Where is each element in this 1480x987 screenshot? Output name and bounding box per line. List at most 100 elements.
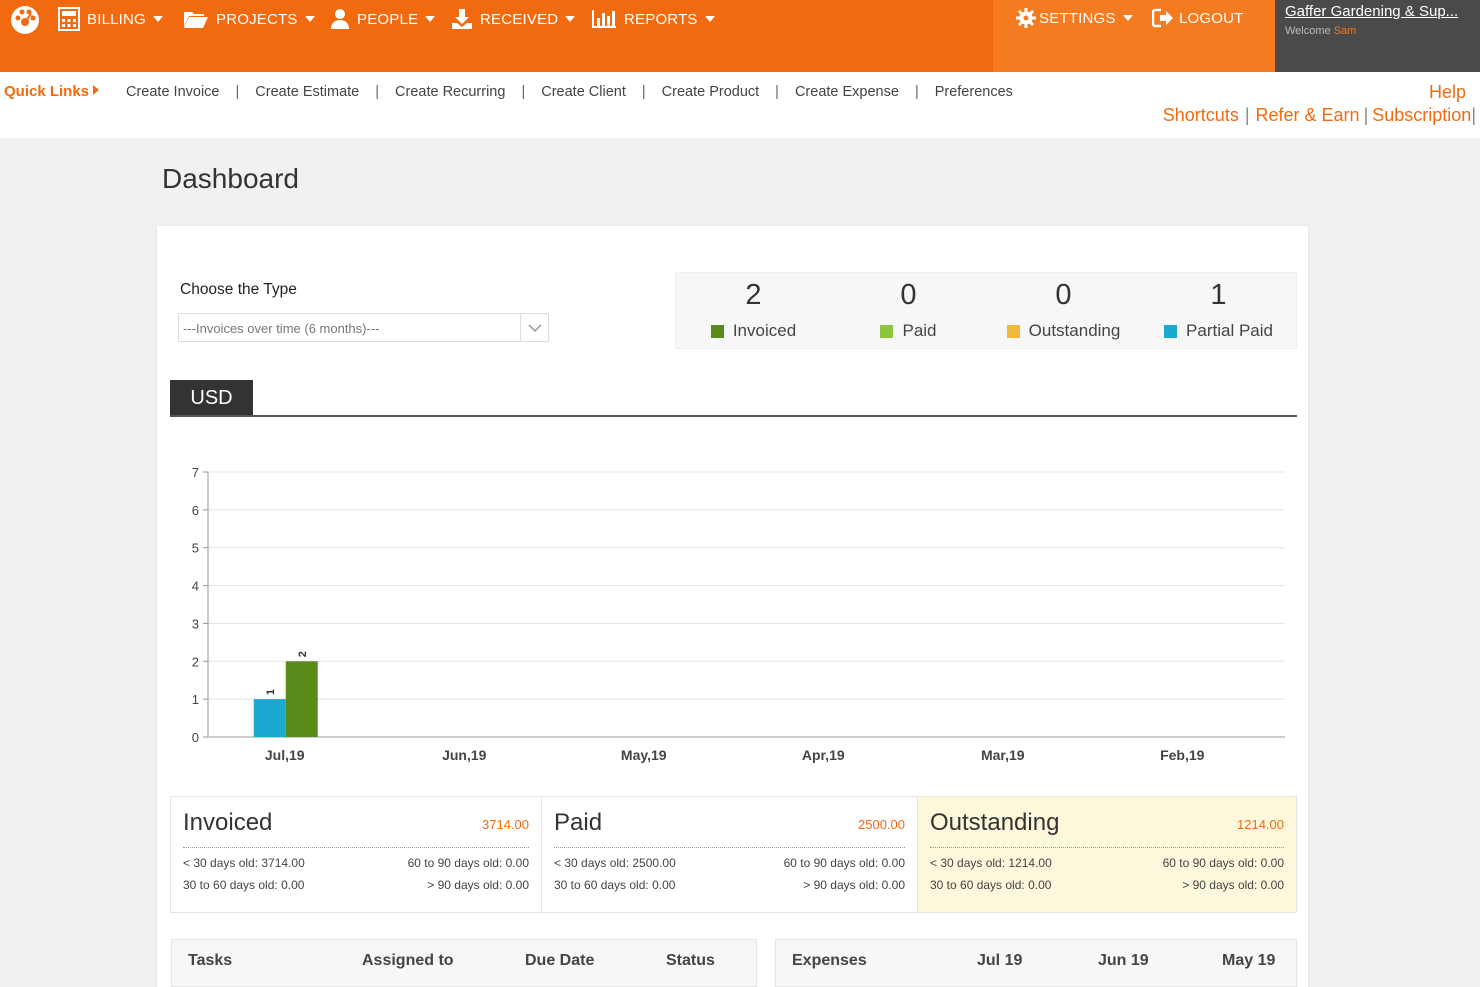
column-header-status[interactable]: Status	[666, 952, 715, 969]
logout-icon	[1152, 8, 1173, 28]
chevron-down-icon	[565, 16, 576, 22]
aging-title: Outstanding	[930, 809, 1060, 836]
nav-logout[interactable]: LOGOUT	[1152, 5, 1244, 31]
y-tick-label: 2	[192, 654, 199, 669]
x-tick-label: Jun,19	[442, 747, 487, 763]
nav-billing-label: BILLING	[87, 10, 146, 28]
aging-box-paid[interactable]: Paid 2500.00 < 30 days old: 2500.00 60 to…	[542, 797, 918, 912]
company-name-link[interactable]: Gaffer Gardening & Sup...	[1285, 3, 1459, 20]
settings-area	[993, 0, 1275, 72]
bar-data-label: 2	[297, 651, 309, 657]
x-tick-label: Apr,19	[802, 747, 845, 763]
summary-count: 0	[900, 279, 917, 311]
column-header-jun-19[interactable]: Jun 19	[1098, 952, 1149, 969]
divider	[183, 847, 529, 848]
nav-reports[interactable]: REPORTS	[591, 6, 715, 32]
dashboard-logo-icon[interactable]	[8, 4, 42, 34]
quick-link-create-expense[interactable]: Create Expense	[794, 84, 899, 100]
quick-links-bar: Quick Links Create Invoice | Create Estim…	[0, 72, 1480, 138]
currency-tab-usd[interactable]: USD	[170, 380, 253, 416]
column-header-jul-19[interactable]: Jul 19	[977, 952, 1023, 969]
y-tick-label: 5	[192, 541, 199, 556]
aging-60-90: 60 to 90 days old: 0.00	[783, 856, 905, 870]
column-header-assigned-to[interactable]: Assigned to	[362, 952, 454, 969]
separator: |	[914, 84, 919, 100]
chevron-down-icon	[425, 16, 436, 22]
aging-total: 1214.00	[1237, 817, 1284, 832]
aging-60-90: 60 to 90 days old: 0.00	[407, 856, 529, 870]
summary-label: Invoiced	[732, 321, 797, 340]
type-select[interactable]: ---Invoices over time (6 months)---	[178, 313, 549, 342]
nav-received[interactable]: RECEIVED	[451, 6, 576, 32]
quick-link-create-invoice[interactable]: Create Invoice	[126, 84, 220, 100]
invoices-over-time-chart: 0 1 2 3 4 5 6 7 Jul,19 1 2 Jun,19 May,19 Apr,19 Mar,19…	[192, 465, 1285, 763]
bar-partial-paid	[253, 699, 286, 737]
nav-projects[interactable]: PROJECTS	[183, 6, 315, 32]
x-tick-label: Jul,19	[265, 747, 305, 763]
separator: |	[375, 84, 380, 100]
type-chooser-label: Choose the Type	[180, 281, 297, 298]
caret-right-icon	[93, 85, 100, 95]
nav-people[interactable]: PEOPLE	[330, 6, 436, 32]
column-header-due-date[interactable]: Due Date	[525, 952, 595, 969]
legend-swatch	[1164, 324, 1178, 338]
summary-paid[interactable]: 0 Paid	[831, 273, 986, 348]
legend-swatch	[710, 324, 724, 338]
user-name: Sam	[1333, 25, 1357, 37]
expenses-table-header: Expenses Jul 19 Jun 19 May 19	[775, 939, 1297, 987]
aging-lt30: < 30 days old: 1214.00	[930, 856, 1052, 870]
account-panel: Gaffer Gardening & Sup... Welcome Sam	[1275, 0, 1480, 72]
welcome-text: Welcome Sam	[1285, 25, 1470, 37]
tasks-table-header: Tasks Assigned to Due Date Status	[171, 939, 757, 987]
welcome-label: Welcome	[1285, 25, 1331, 37]
aging-30-60: 30 to 60 days old: 0.00	[554, 878, 676, 892]
aging-box-outstanding[interactable]: Outstanding 1214.00 < 30 days old: 1214.…	[918, 797, 1296, 912]
quick-link-create-recurring[interactable]: Create Recurring	[395, 84, 506, 100]
quick-links-label: Quick Links	[4, 83, 90, 100]
quick-link-create-client[interactable]: Create Client	[541, 84, 626, 100]
summary-outstanding[interactable]: 0 Outstanding	[986, 273, 1141, 348]
separator: |	[775, 84, 779, 100]
quick-links-title: Quick Links	[4, 83, 100, 100]
aging-lt30: < 30 days old: 2500.00	[554, 856, 676, 870]
aging-title: Invoiced	[183, 809, 273, 836]
subscription-link[interactable]: Subscription	[1372, 105, 1472, 125]
quick-links-list: Create Invoice | Create Estimate | Create …	[126, 84, 1013, 100]
x-tick-label: Mar,19	[981, 747, 1025, 763]
y-tick-label: 6	[192, 503, 199, 518]
summary-count: 0	[1055, 279, 1072, 311]
folder-icon	[184, 12, 208, 28]
separator: |	[1363, 105, 1369, 125]
quick-link-create-estimate[interactable]: Create Estimate	[255, 84, 360, 100]
column-header-may-19[interactable]: May 19	[1222, 952, 1276, 969]
column-header-tasks[interactable]: Tasks	[188, 952, 233, 969]
aging-box-invoiced[interactable]: Invoiced 3714.00 < 30 days old: 3714.00 6…	[171, 797, 542, 912]
help-link[interactable]: Help	[1428, 82, 1466, 102]
refer-earn-link[interactable]: Refer & Earn	[1255, 105, 1360, 125]
summary-partial-paid[interactable]: 1 Partial Paid	[1141, 273, 1296, 348]
type-select-value: ---Invoices over time (6 months)---	[183, 321, 380, 336]
nav-settings[interactable]: SETTINGS	[1016, 5, 1133, 31]
aging-gt90: > 90 days old: 0.00	[427, 878, 529, 892]
aging-summary: Invoiced 3714.00 < 30 days old: 3714.00 6…	[170, 796, 1297, 913]
bar-data-label: 1	[265, 689, 277, 695]
column-header-expenses[interactable]: Expenses	[792, 952, 867, 969]
aging-60-90: 60 to 90 days old: 0.00	[1162, 856, 1284, 870]
dropdown-button[interactable]	[520, 314, 548, 341]
aging-total: 2500.00	[858, 817, 905, 832]
shortcuts-link[interactable]: Shortcuts	[1162, 105, 1239, 125]
quick-link-preferences[interactable]: Preferences	[934, 84, 1013, 100]
nav-billing[interactable]: BILLING	[58, 6, 163, 32]
chevron-down-icon	[152, 16, 163, 22]
separator: |	[1244, 105, 1250, 125]
separator: |	[641, 84, 646, 100]
separator: |	[235, 84, 240, 100]
legend-swatch	[1006, 324, 1020, 338]
quick-link-create-product[interactable]: Create Product	[661, 84, 760, 100]
summary-invoiced[interactable]: 2 Invoiced	[676, 273, 831, 348]
x-tick-label: May,19	[621, 747, 667, 763]
separator: |	[521, 84, 526, 100]
summary-count: 2	[745, 279, 762, 311]
top-navigation-bar: BILLING PROJECTS PEOPLE RECEIVED	[0, 0, 1480, 72]
bar-invoiced	[285, 661, 318, 737]
